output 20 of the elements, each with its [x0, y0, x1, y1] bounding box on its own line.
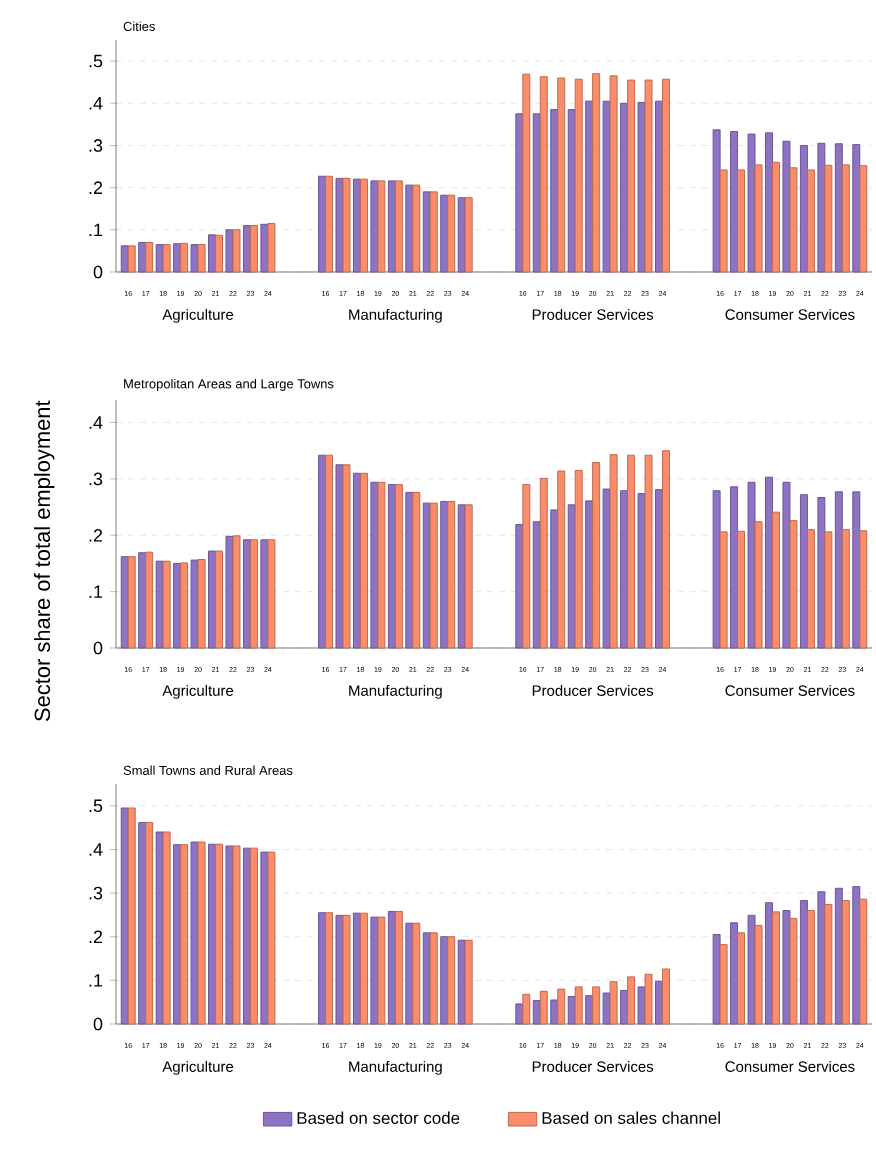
y-tick-label: 0	[93, 641, 103, 655]
y-tick-label: .3	[89, 886, 103, 900]
y-tick-label: 0	[93, 1017, 103, 1031]
legend-label: Based on sales channel	[542, 1111, 720, 1124]
y-tick-label: .5	[89, 54, 103, 68]
y-tick-label: .3	[89, 139, 103, 152]
y-tick-label: .4	[89, 416, 103, 429]
y-tick-label: .5	[89, 799, 103, 813]
y-tick-label: .1	[89, 223, 103, 236]
y-tick-label: .3	[89, 472, 103, 486]
y-tick-label: .2	[89, 181, 103, 194]
y-axis-title: Sector share of total employment	[34, 400, 55, 722]
y-tick-label: 0	[93, 265, 103, 279]
y-tick-label: .4	[89, 97, 103, 110]
legend-label: Based on sector code	[297, 1111, 460, 1124]
y-tick-label: .2	[89, 529, 103, 542]
y-tick-label: .1	[89, 974, 103, 987]
y-tick-label: .2	[89, 930, 103, 943]
y-tick-label: .1	[89, 585, 103, 598]
y-tick-label: .4	[89, 843, 103, 856]
